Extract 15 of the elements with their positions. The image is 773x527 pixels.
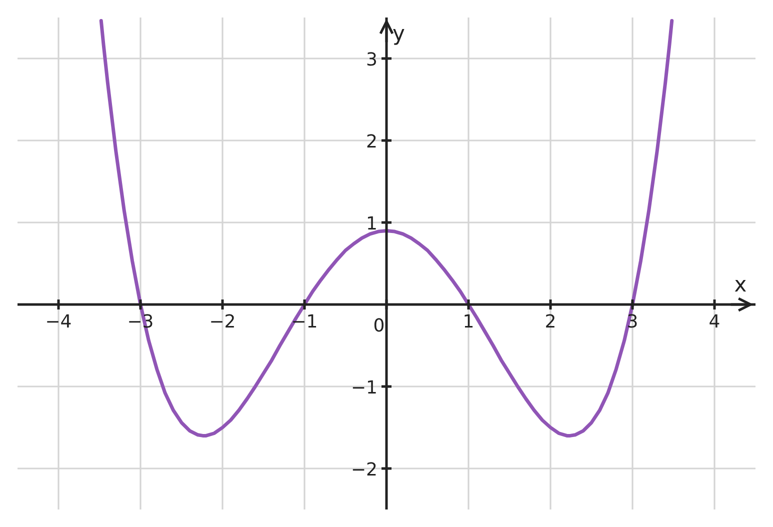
x-tick-label: −1: [291, 312, 318, 332]
x-tick-label: −4: [45, 312, 72, 332]
y-tick-label: 3: [366, 50, 378, 70]
x-tick-label: 0: [373, 316, 385, 336]
x-tick-label: 4: [708, 312, 720, 332]
y-axis-title: y: [392, 22, 405, 46]
line-series: [99, 19, 674, 438]
y-tick-label: −2: [350, 460, 378, 480]
x-tick-label: 1: [462, 312, 474, 332]
x-tick-label: 2: [544, 312, 556, 332]
y-tick-label: 1: [366, 214, 378, 234]
y-tick-label: −1: [350, 378, 378, 398]
x-axis-title: x: [734, 272, 747, 296]
y-tick-label: 2: [366, 132, 378, 152]
x-tick-label: −2: [209, 312, 236, 332]
